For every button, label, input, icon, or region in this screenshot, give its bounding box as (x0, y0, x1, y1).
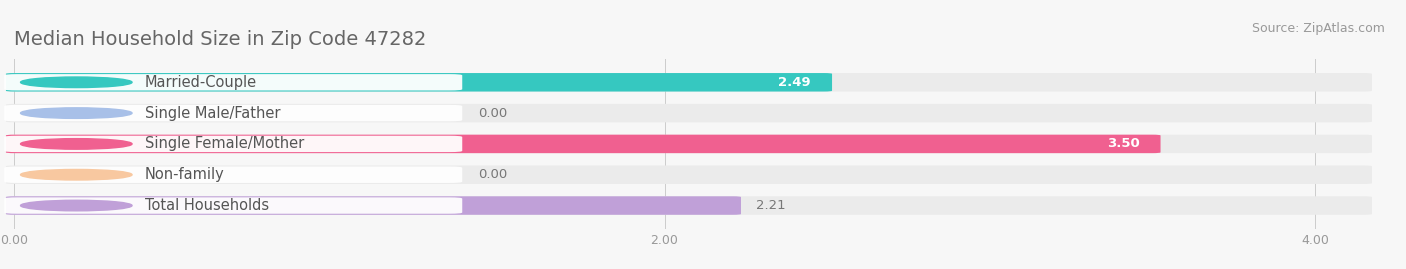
Text: Source: ZipAtlas.com: Source: ZipAtlas.com (1251, 22, 1385, 34)
FancyBboxPatch shape (6, 165, 1372, 184)
Text: Total Households: Total Households (145, 198, 269, 213)
Text: Single Female/Mother: Single Female/Mother (145, 136, 304, 151)
FancyBboxPatch shape (4, 167, 463, 183)
FancyBboxPatch shape (6, 73, 832, 91)
FancyBboxPatch shape (6, 196, 1372, 215)
Circle shape (21, 108, 132, 118)
Text: 2.49: 2.49 (779, 76, 811, 89)
Circle shape (21, 139, 132, 149)
FancyBboxPatch shape (6, 135, 1372, 153)
FancyBboxPatch shape (6, 73, 1372, 91)
FancyBboxPatch shape (4, 136, 463, 152)
Text: 0.00: 0.00 (478, 107, 508, 120)
Circle shape (21, 200, 132, 211)
FancyBboxPatch shape (6, 196, 741, 215)
Text: 3.50: 3.50 (1107, 137, 1139, 150)
Text: 2.21: 2.21 (755, 199, 785, 212)
Text: Median Household Size in Zip Code 47282: Median Household Size in Zip Code 47282 (14, 30, 426, 49)
FancyBboxPatch shape (4, 74, 463, 90)
Circle shape (21, 77, 132, 88)
FancyBboxPatch shape (4, 105, 463, 121)
FancyBboxPatch shape (6, 104, 1372, 122)
Circle shape (21, 169, 132, 180)
Text: Married-Couple: Married-Couple (145, 75, 257, 90)
FancyBboxPatch shape (4, 197, 463, 214)
Text: 0.00: 0.00 (478, 168, 508, 181)
Text: Non-family: Non-family (145, 167, 225, 182)
Text: Single Male/Father: Single Male/Father (145, 106, 281, 121)
FancyBboxPatch shape (6, 135, 1160, 153)
